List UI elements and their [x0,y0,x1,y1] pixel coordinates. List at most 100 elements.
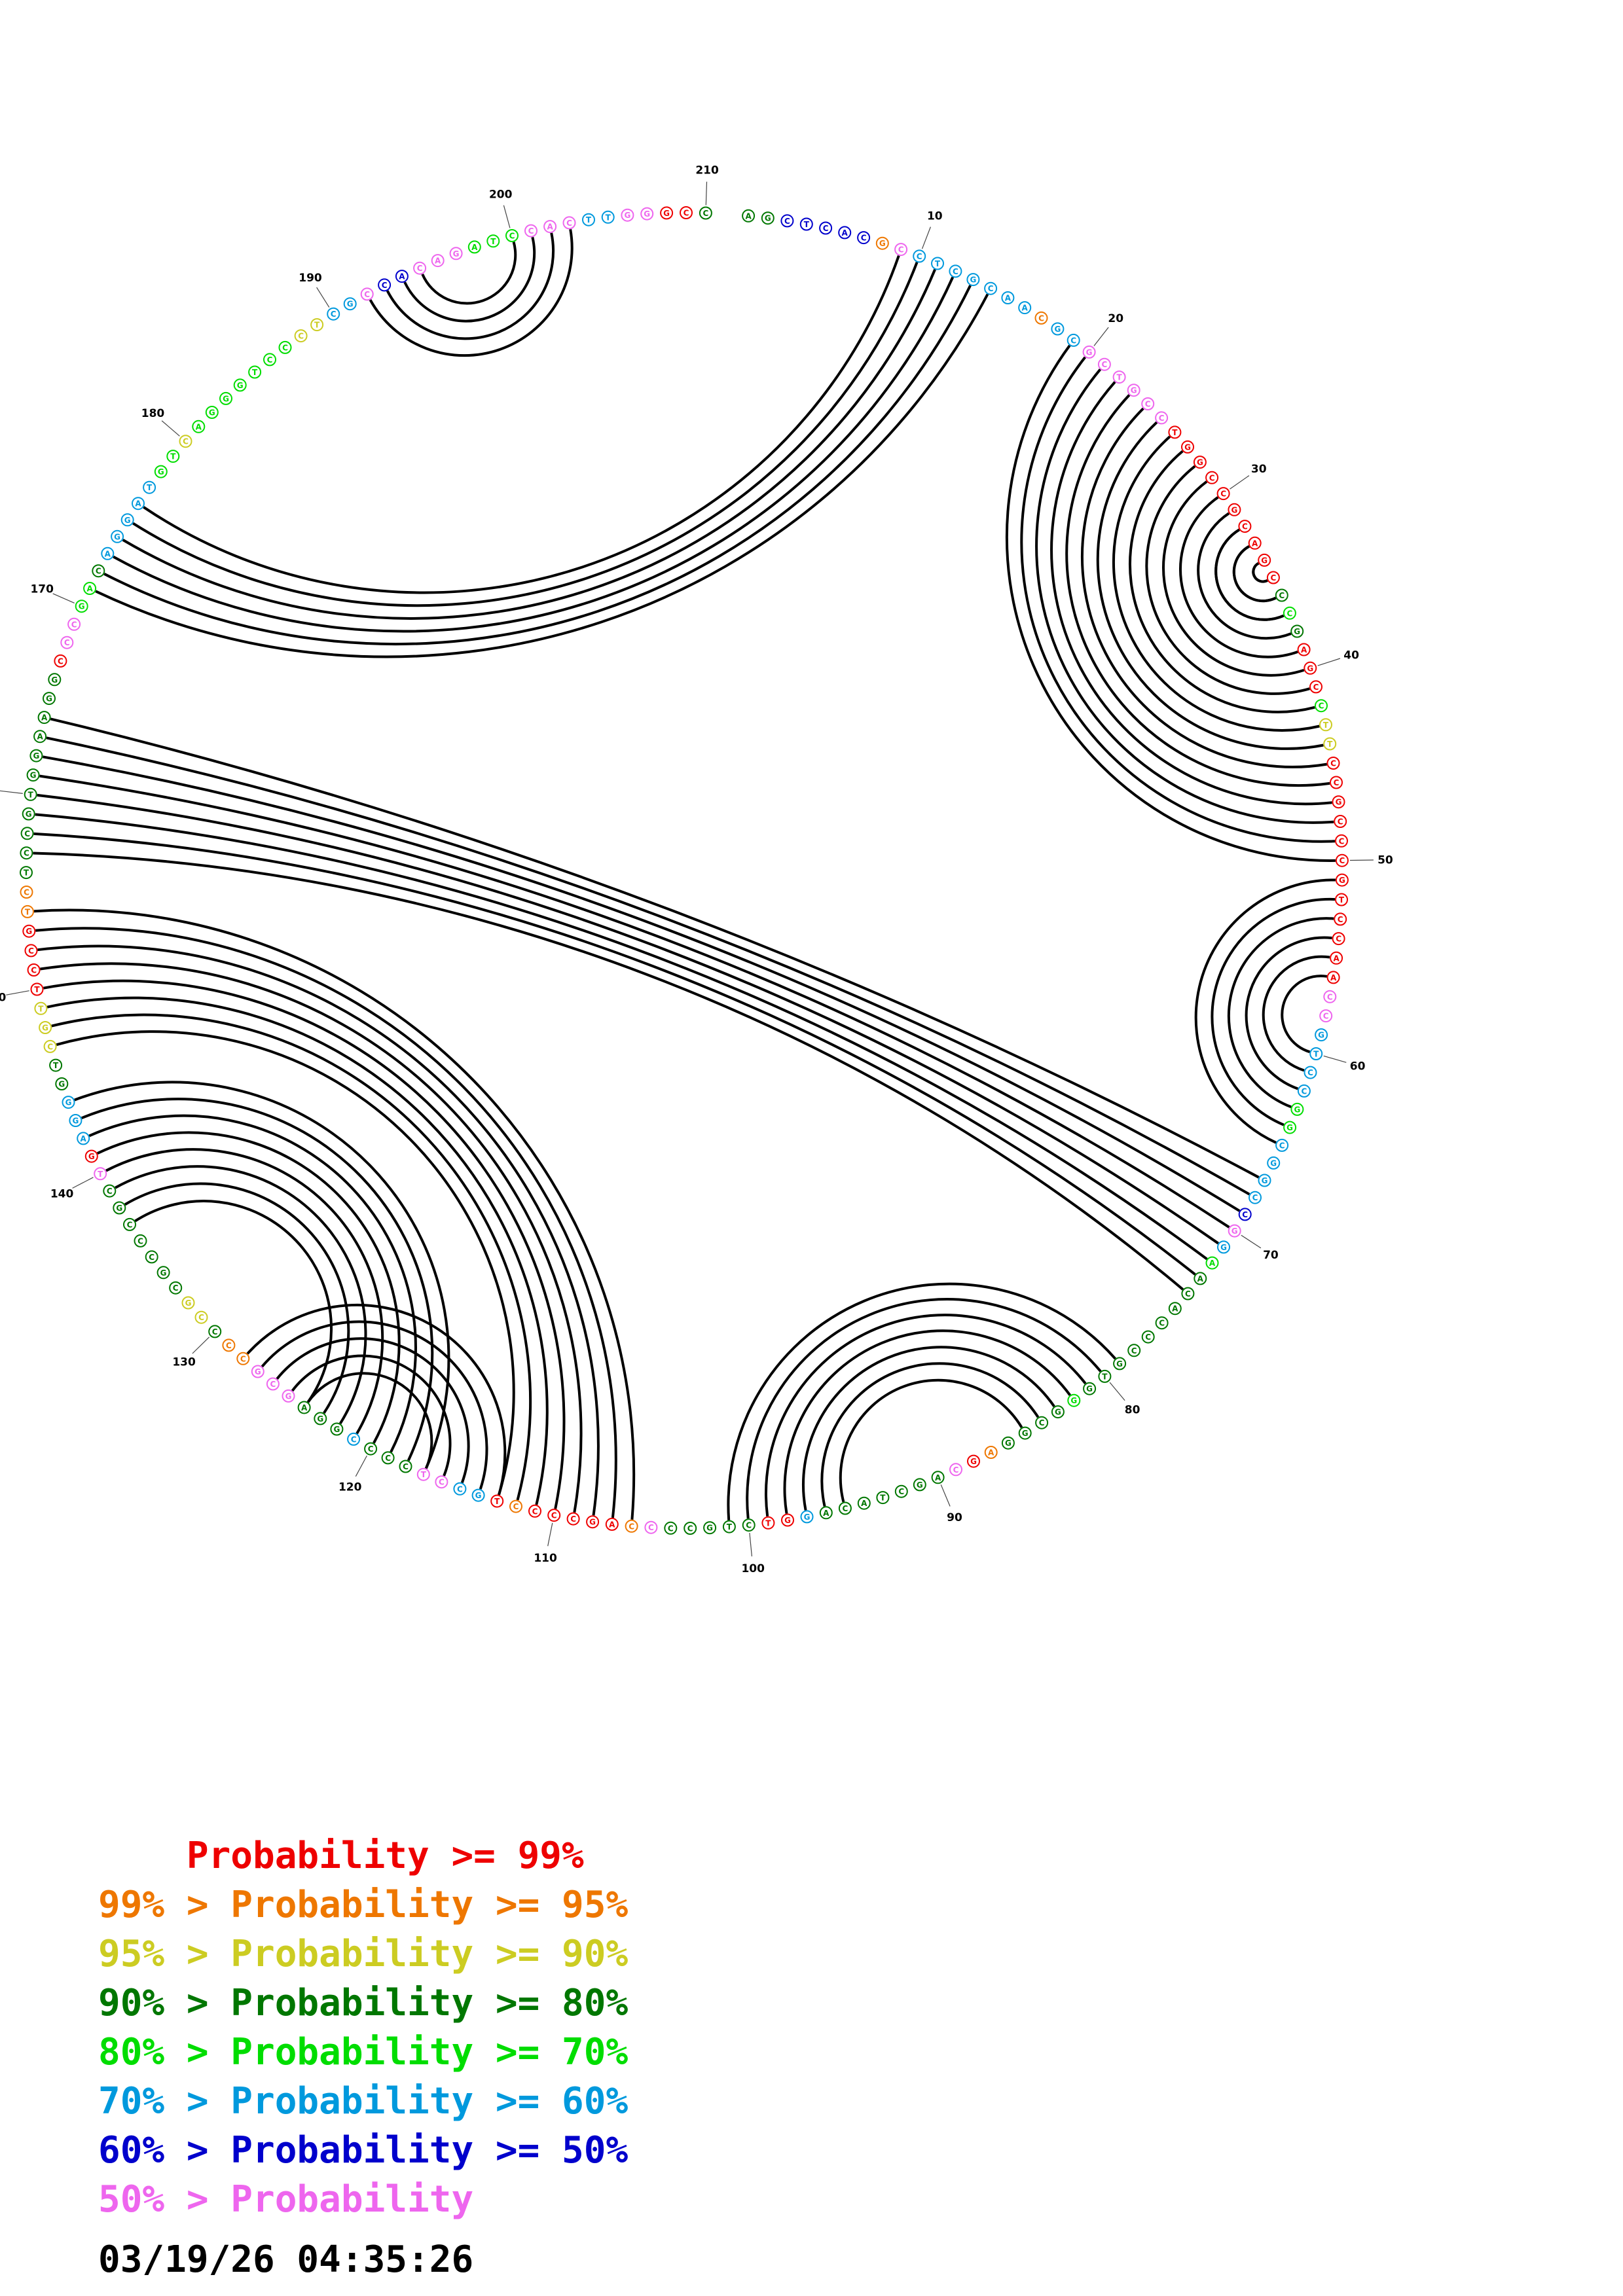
svg-text:T: T [494,1497,500,1506]
nucleotide-base: A [83,582,97,595]
legend-line-70: 80% > Probability >= 70% [98,2031,629,2073]
svg-text:C: C [1279,1141,1285,1150]
svg-text:A: A [41,713,48,723]
svg-text:C: C [898,245,904,255]
nucleotide-base: A [1001,291,1015,304]
svg-text:C: C [351,1435,357,1444]
nucleotide-base: G [800,1510,814,1524]
svg-text:C: C [28,946,34,956]
position-tick [72,1177,94,1189]
position-tick [316,287,330,308]
svg-text:C: C [240,1354,246,1363]
nucleotide-base: T [248,365,262,379]
position-label: 130 [172,1356,196,1369]
position-tick [1317,658,1341,666]
svg-text:G: G [51,675,58,685]
svg-text:C: C [64,638,70,647]
position-label: 170 [30,583,54,596]
nucleotide-base: G [181,1296,195,1310]
svg-text:G: G [185,1299,192,1308]
svg-text:A: A [1333,954,1340,963]
svg-text:G: G [1307,664,1313,673]
nucleotide-base: G [1290,624,1304,638]
nucleotide-base: C [699,206,712,220]
svg-text:A: A [1197,1274,1204,1283]
svg-text:T: T [935,259,941,268]
nucleotide-base: G [1217,1240,1230,1254]
nucleotide-base: T [1309,1047,1323,1060]
nucleotide-base: T [20,866,33,880]
svg-text:G: G [124,516,131,525]
svg-text:G: G [79,602,85,611]
nucleotide-base: T [416,1467,430,1481]
base-pair-arc [1128,450,1315,713]
nucleotide-base: G [1290,1102,1304,1116]
svg-text:C: C [96,567,101,576]
nucleotide-base: A [33,730,47,744]
position-label: 50 [1377,854,1393,867]
nucleotide-base: G [967,1454,980,1468]
nucleotide-base: T [722,1520,736,1534]
base-pair-arc [1232,545,1277,603]
nucleotide-base: C [1335,853,1349,867]
nucleotide-base: T [21,905,34,918]
svg-text:T: T [53,1061,59,1070]
nucleotide-base: A [1297,643,1311,656]
position-tick [161,420,180,437]
svg-text:G: G [970,276,976,285]
base-pair-arc [1005,344,1336,862]
svg-text:T: T [880,1494,886,1503]
base-pair-arc [50,717,1260,1179]
svg-text:C: C [746,1521,752,1530]
svg-text:C: C [298,332,304,341]
nucleotide-base: T [601,210,615,224]
base-pair-arc [35,813,1208,1261]
nucleotide-base: C [327,307,340,321]
nucleotide-base: C [145,1250,158,1264]
position-label: 180 [141,407,165,420]
nucleotide-base: G [1083,1382,1097,1395]
svg-text:G: G [114,532,120,541]
base-pair-arc [56,1030,515,1496]
svg-text:G: G [209,408,215,418]
svg-text:C: C [570,1515,576,1524]
svg-text:G: G [589,1518,596,1527]
nucleotide-base: C [1249,1191,1262,1204]
svg-text:C: C [137,1236,143,1246]
svg-text:G: G [706,1524,713,1533]
position-tick [547,1522,553,1547]
nucleotide-base: G [48,673,62,687]
nucleotide-base: C [664,1521,678,1535]
nucleotide-base: C [1155,411,1169,425]
svg-text:G: G [1197,458,1203,467]
nucleotide-base: C [20,827,34,840]
nucleotide-base: C [984,281,998,295]
nucleotide-base: G [1258,1174,1271,1187]
svg-text:A: A [399,272,405,281]
svg-text:C: C [47,1042,53,1051]
nucleotide-base: C [360,287,374,301]
nucleotide-base: C [1334,912,1347,926]
nucleotide-base: G [69,1114,82,1127]
svg-text:C: C [1339,836,1345,846]
nucleotide-base: G [55,1077,69,1090]
base-pair-arc [51,1013,532,1501]
nucleotide-base: C [1275,588,1288,602]
svg-text:A: A [86,584,93,594]
nucleotide-base: G [1258,553,1271,567]
nucleotide-base: G [1335,873,1349,887]
svg-text:C: C [457,1484,463,1494]
svg-text:T: T [1172,428,1178,437]
svg-text:G: G [1116,1359,1123,1369]
nucleotide-base: C [742,1518,756,1532]
svg-text:C: C [382,281,388,290]
nucleotide-base: G [1067,1393,1081,1407]
nucleotide-base: C [566,1512,580,1526]
nucleotide-base: C [1034,311,1048,325]
base-pair-arc [124,1182,350,1414]
nucleotide-base: C [625,1519,638,1533]
svg-text:C: C [1323,1012,1329,1021]
base-pair-arc [1197,512,1292,640]
nucleotide-base: G [1127,384,1140,397]
position-label: 100 [741,1562,765,1575]
